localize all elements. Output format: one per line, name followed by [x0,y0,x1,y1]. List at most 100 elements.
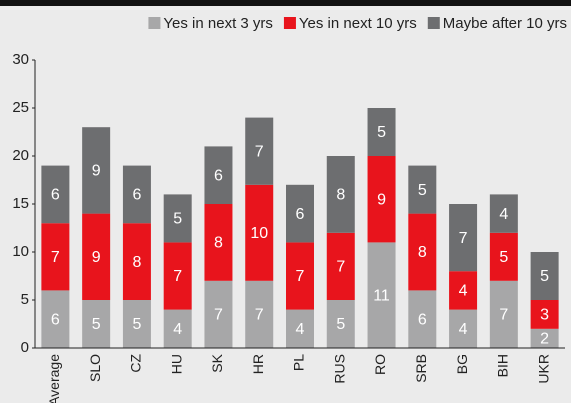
bar-segment [489,232,518,281]
value-label: 6 [51,187,60,204]
bar-segment [326,300,355,348]
legend-swatch [148,17,161,29]
y-tick-label: 30 [12,51,29,68]
x-tick-label: BIH [495,354,511,377]
x-tick-label: SLO [87,354,103,382]
value-label: 9 [92,163,101,180]
bar-segment [367,156,396,243]
value-label: 5 [377,124,386,141]
y-tick-label: 10 [12,243,29,260]
value-label: 6 [132,187,141,204]
bar-segment [286,184,314,243]
legend-swatch [283,17,296,29]
bar-segment [163,194,192,243]
value-label: 4 [499,206,508,223]
bar-segment [122,223,151,300]
bar-segment [449,204,478,272]
y-tick-label: 20 [12,147,29,164]
bar-segment [204,204,233,281]
bar-segment [245,184,274,281]
bar-segment [122,165,151,224]
legend-label: Yes in next 10 yrs [299,15,417,32]
value-label: 4 [173,321,182,338]
header-band [0,0,571,6]
y-tick-label: 15 [12,195,29,212]
value-label: 7 [255,307,264,324]
bar-segment [367,242,396,348]
legend-label: Maybe after 10 yrs [443,15,567,32]
bar-segment [286,309,314,348]
y-tick-label: 0 [21,339,29,356]
bar-segment [367,108,396,156]
x-tick-label: CZ [128,354,144,373]
x-tick-label: Average [46,354,62,403]
value-label: 5 [132,316,141,333]
value-label: 6 [214,167,223,184]
value-label: 4 [459,321,468,338]
value-label: 6 [51,311,60,328]
bar-segment [326,232,355,300]
x-tick-label: HU [168,354,184,374]
x-tick-label: SK [209,353,225,372]
value-label: 8 [214,235,223,252]
bar-segment [408,213,437,291]
value-label: 7 [173,268,182,285]
value-label: 11 [373,287,390,304]
bar-segment [82,300,111,348]
bar-segment [408,290,437,348]
x-tick-label: BG [454,354,470,374]
value-label: 7 [296,268,305,285]
bar-segment [163,242,192,310]
bar-segment [122,300,151,348]
bar-segment [163,309,192,348]
value-label: 5 [418,182,427,199]
value-label: 5 [540,268,549,285]
value-label: 7 [214,307,223,324]
bar-segment [489,194,518,233]
bar-segment [245,280,274,348]
bar-segment [245,117,274,185]
bar-segment [449,271,478,310]
value-label: 8 [418,244,427,261]
bar-segment [204,146,233,204]
value-label: 7 [459,230,468,247]
value-label: 5 [336,316,345,333]
bar-segment [204,280,233,348]
bar-segment [449,309,478,348]
bar-segment [530,300,559,329]
bar-segment [489,280,518,348]
bar-segment [82,213,111,300]
bar-segment [41,223,70,291]
x-tick-label: RO [372,354,388,375]
value-label: 8 [336,187,345,204]
value-label: 3 [540,307,549,324]
value-label: 7 [51,249,60,266]
value-label: 5 [92,316,101,333]
bar-segment [41,290,70,348]
value-label: 2 [540,331,549,348]
legend-swatch [427,17,440,29]
value-label: 9 [377,191,386,208]
x-tick-label: UKR [535,354,551,384]
x-tick-label: PL [291,354,307,371]
legend-label: Yes in next 3 yrs [163,15,273,32]
y-tick-label: 5 [21,291,29,308]
value-label: 4 [459,283,468,300]
value-label: 7 [255,143,264,160]
bar-segment [286,242,314,310]
value-label: 5 [499,249,508,266]
value-label: 5 [173,211,182,228]
value-label: 6 [296,206,305,223]
bar-segment [530,328,559,348]
bar-segment [408,165,437,214]
y-tick-label: 25 [12,99,29,116]
value-label: 7 [336,259,345,276]
value-label: 4 [296,321,305,338]
x-tick-label: HR [250,354,266,374]
value-label: 10 [250,225,268,242]
bar-segment [82,127,111,214]
value-label: 6 [418,311,427,328]
value-label: 7 [499,307,508,324]
value-label: 8 [132,254,141,271]
